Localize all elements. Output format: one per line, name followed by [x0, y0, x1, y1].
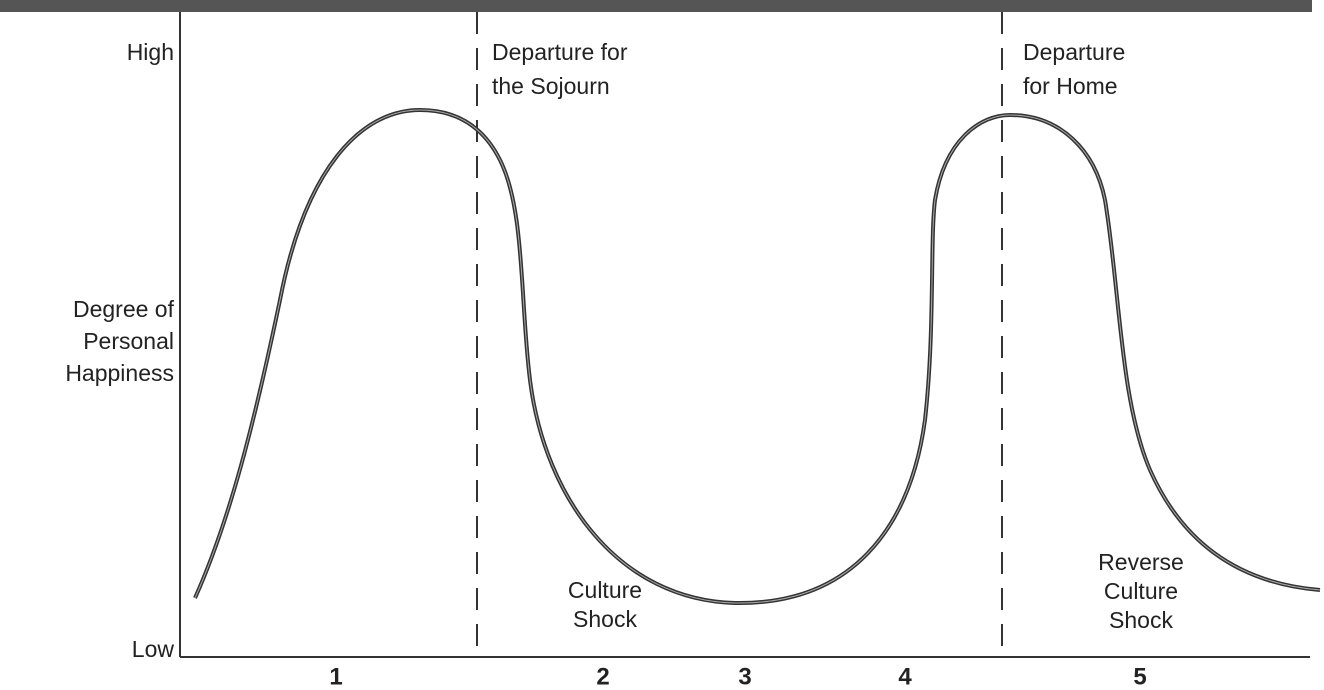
stage-label: 5: [1133, 663, 1146, 690]
annotation: Shock: [1109, 607, 1173, 633]
stage-label: 1: [329, 663, 342, 690]
annotation: for Home: [1023, 73, 1118, 99]
axis-label: Degree of: [73, 296, 175, 322]
stage-label: 3: [738, 663, 751, 690]
axis-low: Low: [132, 636, 175, 662]
annotation: Departure for: [492, 39, 628, 65]
annotation: Reverse: [1098, 549, 1184, 575]
axis-label: Happiness: [65, 360, 174, 386]
annotation: Culture: [568, 577, 642, 603]
stage-label: 2: [596, 663, 609, 690]
happiness-curve: [193, 107, 1321, 606]
stage-label: 4: [898, 663, 912, 690]
axis-label: Personal: [83, 328, 174, 354]
curve-highlight: [194, 109, 1321, 604]
annotation: Shock: [573, 606, 637, 632]
annotation: Culture: [1104, 578, 1178, 604]
annotation: the Sojourn: [492, 73, 610, 99]
top-band: [0, 0, 1312, 12]
axis-high: High: [127, 39, 174, 65]
annotation: Departure: [1023, 39, 1125, 65]
